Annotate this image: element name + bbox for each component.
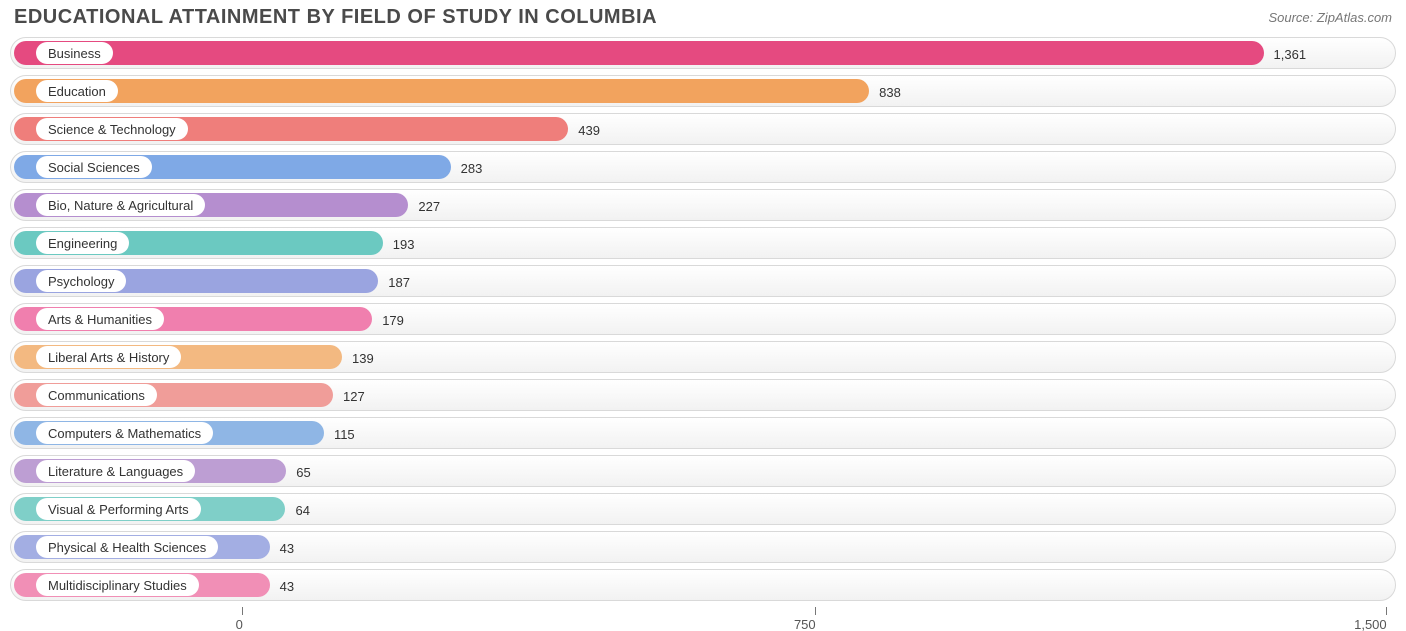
category-pill: Computers & Mathematics [36, 422, 213, 444]
category-pill: Visual & Performing Arts [36, 498, 201, 520]
bar-row: Visual & Performing Arts 64 [10, 493, 1396, 525]
x-tick: 1,500 [1370, 607, 1403, 631]
category-pill: Education [36, 80, 118, 102]
bar [14, 79, 869, 103]
category-pill: Liberal Arts & History [36, 346, 181, 368]
bar-value-label: 179 [372, 304, 404, 336]
bar-value-label: 838 [869, 76, 901, 108]
bar-row: Education 838 [10, 75, 1396, 107]
category-pill: Communications [36, 384, 157, 406]
chart-title: EDUCATIONAL ATTAINMENT BY FIELD OF STUDY… [14, 6, 657, 29]
tick-label: 1,500 [1354, 617, 1387, 631]
bar-value-label: 65 [286, 456, 310, 488]
bar-row: Physical & Health Sciences 43 [10, 531, 1396, 563]
chart-source: Source: ZipAtlas.com [1268, 6, 1392, 25]
category-pill: Physical & Health Sciences [36, 536, 218, 558]
bar-row: Psychology 187 [10, 265, 1396, 297]
category-pill: Multidisciplinary Studies [36, 574, 199, 596]
bar-value-label: 139 [342, 342, 374, 374]
bar-value-label: 115 [324, 418, 355, 450]
category-pill: Engineering [36, 232, 129, 254]
category-pill: Psychology [36, 270, 126, 292]
bar-row: Science & Technology 439 [10, 113, 1396, 145]
bar-row: Bio, Nature & Agricultural 227 [10, 189, 1396, 221]
bar-value-label: 193 [383, 228, 415, 260]
tick-mark [1386, 607, 1387, 615]
tick-mark [815, 607, 816, 615]
category-pill: Bio, Nature & Agricultural [36, 194, 205, 216]
chart-header: EDUCATIONAL ATTAINMENT BY FIELD OF STUDY… [0, 0, 1406, 29]
category-pill: Literature & Languages [36, 460, 195, 482]
tick-label: 750 [794, 617, 816, 631]
bar-value-label: 439 [568, 114, 600, 146]
category-pill: Arts & Humanities [36, 308, 164, 330]
category-pill: Social Sciences [36, 156, 152, 178]
bar-row: Arts & Humanities 179 [10, 303, 1396, 335]
bar-value-label: 43 [270, 570, 294, 602]
bar-row: Liberal Arts & History 139 [10, 341, 1396, 373]
bar-value-label: 283 [451, 152, 483, 184]
chart-plot-area: Business 1,361 Education 838 Science & Techn… [10, 37, 1396, 601]
tick-label: 0 [236, 617, 243, 631]
bar-value-label: 127 [333, 380, 365, 412]
bar-row: Literature & Languages 65 [10, 455, 1396, 487]
bar-row: Computers & Mathematics 115 [10, 417, 1396, 449]
bar-row: Engineering 193 [10, 227, 1396, 259]
bar-value-label: 1,361 [1264, 38, 1307, 70]
category-pill: Science & Technology [36, 118, 188, 140]
bar-row: Business 1,361 [10, 37, 1396, 69]
bar-row: Communications 127 [10, 379, 1396, 411]
bar-value-label: 43 [270, 532, 294, 564]
bar-value-label: 187 [378, 266, 410, 298]
bar-value-label: 227 [408, 190, 440, 222]
bar-row: Multidisciplinary Studies 43 [10, 569, 1396, 601]
x-tick: 0 [239, 607, 246, 631]
tick-mark [242, 607, 243, 615]
bar-value-label: 64 [285, 494, 309, 526]
x-axis: 0 750 1,500 [10, 607, 1396, 631]
x-tick: 750 [805, 607, 827, 631]
bar [14, 41, 1264, 65]
category-pill: Business [36, 42, 113, 64]
bar-row: Social Sciences 283 [10, 151, 1396, 183]
